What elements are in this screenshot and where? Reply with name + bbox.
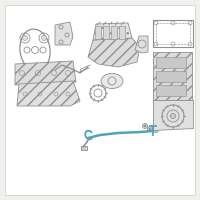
Polygon shape xyxy=(135,36,148,53)
Polygon shape xyxy=(153,100,193,130)
Circle shape xyxy=(154,128,158,132)
Circle shape xyxy=(155,129,157,131)
Polygon shape xyxy=(88,38,140,67)
Bar xyxy=(156,57,186,68)
Polygon shape xyxy=(55,22,73,45)
Polygon shape xyxy=(93,23,132,40)
Ellipse shape xyxy=(101,73,123,88)
Circle shape xyxy=(142,123,148,129)
Circle shape xyxy=(149,128,151,130)
Circle shape xyxy=(148,127,153,132)
Bar xyxy=(156,71,186,82)
Bar xyxy=(103,26,109,39)
Polygon shape xyxy=(153,52,192,100)
Polygon shape xyxy=(17,81,80,106)
Circle shape xyxy=(22,36,28,40)
Bar xyxy=(119,26,125,39)
Bar xyxy=(95,26,101,39)
Polygon shape xyxy=(15,61,76,85)
Bar xyxy=(111,26,117,39)
Circle shape xyxy=(144,125,146,127)
Polygon shape xyxy=(5,5,195,195)
Bar xyxy=(156,85,186,96)
Circle shape xyxy=(42,36,46,40)
Circle shape xyxy=(170,114,176,118)
Bar xyxy=(81,146,87,150)
